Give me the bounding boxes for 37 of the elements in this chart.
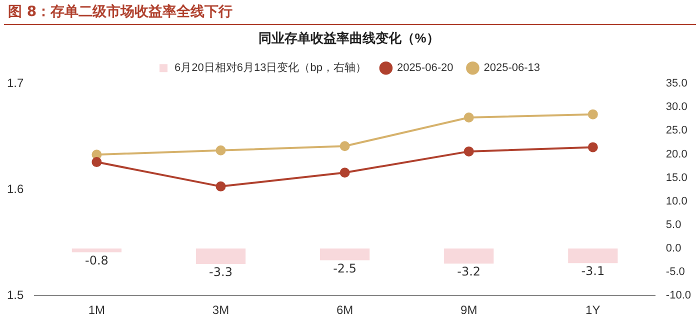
y2-tick-label: 15.0	[666, 172, 688, 184]
point	[340, 168, 350, 178]
point	[216, 181, 226, 192]
x-tick-label: 1M	[88, 303, 106, 318]
legend-label: 2025-06-20	[396, 62, 454, 74]
data-label: -3.3	[209, 265, 232, 280]
y2-tick-label: 10.0	[666, 195, 688, 208]
y-tick-label: 1.6	[6, 182, 24, 196]
point	[588, 142, 598, 152]
y2-tick-label: 5.0	[666, 218, 682, 231]
x-tick-label: 9M	[460, 303, 478, 318]
x-tick-label: 6M	[336, 303, 354, 318]
x-tick-label: 1Y	[586, 303, 600, 318]
y2-tick-label: 0.0	[666, 242, 682, 255]
x-tick-label: 3M	[212, 303, 230, 318]
y-tick-label: 1.5	[6, 288, 24, 302]
point	[588, 109, 598, 120]
point	[92, 157, 102, 168]
legend-label: 2025-06-13	[484, 62, 540, 74]
data-label: -3.1	[581, 264, 605, 278]
data-label: -0.8	[84, 253, 108, 268]
chart-title: 图 8：存单二级市场收益率全线下行	[4, 2, 696, 25]
y-tick-label: 1.7	[6, 76, 24, 90]
legend-label: 6月20日相对6月13日变化（bp，右轴）	[174, 61, 366, 74]
point	[216, 145, 226, 156]
y2-tick-label: 35.0	[666, 78, 688, 90]
data-label: -2.5	[333, 261, 357, 276]
y2-tick-label: 20.0	[666, 148, 688, 160]
point	[464, 112, 474, 123]
point	[340, 141, 350, 152]
chart-subtitle: 同业存单收益率曲线变化（%）	[258, 30, 440, 46]
y2-tick-label: -5.0	[666, 266, 685, 278]
y2-tick-label: -10.0	[666, 290, 692, 302]
y2-tick-label: 30.0	[666, 101, 688, 114]
data-label: -3.2	[457, 264, 481, 279]
point	[464, 146, 474, 156]
y2-tick-label: 25.0	[666, 124, 688, 137]
